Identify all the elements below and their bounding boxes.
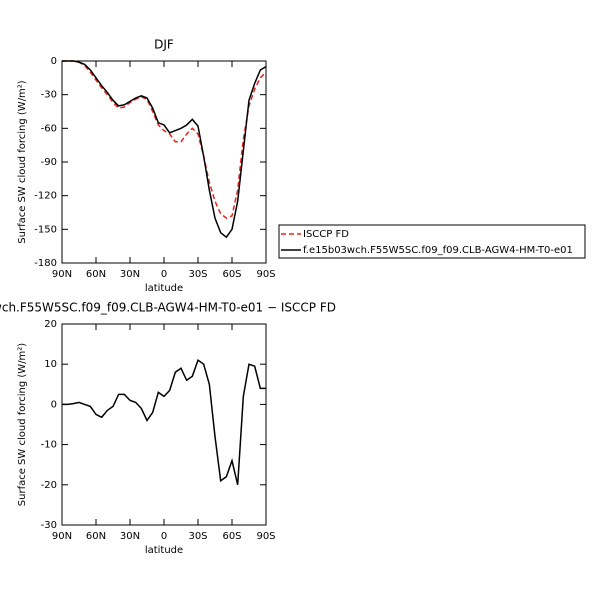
x-axis-label: latitude (145, 545, 183, 556)
y-tick-label: -90 (41, 157, 57, 168)
x-tick-label: 90S (256, 531, 275, 542)
y-tick-label: -30 (41, 520, 57, 531)
data-line (62, 60, 267, 239)
y-tick-label: 20 (44, 319, 57, 330)
y-tick-label: 0 (51, 399, 57, 410)
x-tick-label: 30S (188, 269, 207, 280)
x-tick-label: 60N (86, 531, 106, 542)
x-tick-label: 90N (52, 269, 72, 280)
data-line (62, 60, 267, 219)
y-tick-label: 10 (44, 359, 57, 370)
legend-label: ISCCP FD (303, 229, 349, 240)
x-tick-label: 30S (188, 531, 207, 542)
plot-frame (61, 323, 267, 526)
y-tick-label: 0 (51, 56, 57, 67)
data-line (62, 358, 266, 485)
x-tick-label: 60S (222, 269, 241, 280)
x-tick-label: 0 (161, 531, 167, 542)
chart-title: DJF (154, 38, 174, 52)
chart-title: wch.F55W5SC.f09_f09.CLB-AGW4-HM-T0-e01 −… (0, 301, 336, 315)
x-tick-label: 60N (86, 269, 106, 280)
y-tick-label: -60 (41, 123, 57, 134)
x-tick-label: 60S (222, 531, 241, 542)
x-tick-label: 30N (120, 531, 140, 542)
x-tick-label: 90S (256, 269, 275, 280)
plot-frame (61, 60, 267, 264)
y-tick-label: -150 (34, 224, 57, 235)
y-tick-label: -10 (41, 440, 57, 451)
legend-label: f.e15b03wch.F55W5SC.f09_f09.CLB-AGW4-HM-… (303, 245, 573, 256)
x-tick-label: 90N (52, 531, 72, 542)
x-axis-label: latitude (145, 283, 183, 294)
x-tick-label: 30N (120, 269, 140, 280)
y-tick-label: -20 (41, 480, 57, 491)
legend-box (278, 224, 586, 259)
y-tick-label: -30 (41, 90, 57, 101)
y-tick-label: -180 (34, 258, 57, 269)
y-axis-label: Surface SW cloud forcing (W/m²) (17, 343, 28, 507)
x-tick-label: 0 (161, 269, 167, 280)
y-axis-label: Surface SW cloud forcing (W/m²) (17, 80, 28, 244)
y-tick-label: -120 (34, 191, 57, 202)
